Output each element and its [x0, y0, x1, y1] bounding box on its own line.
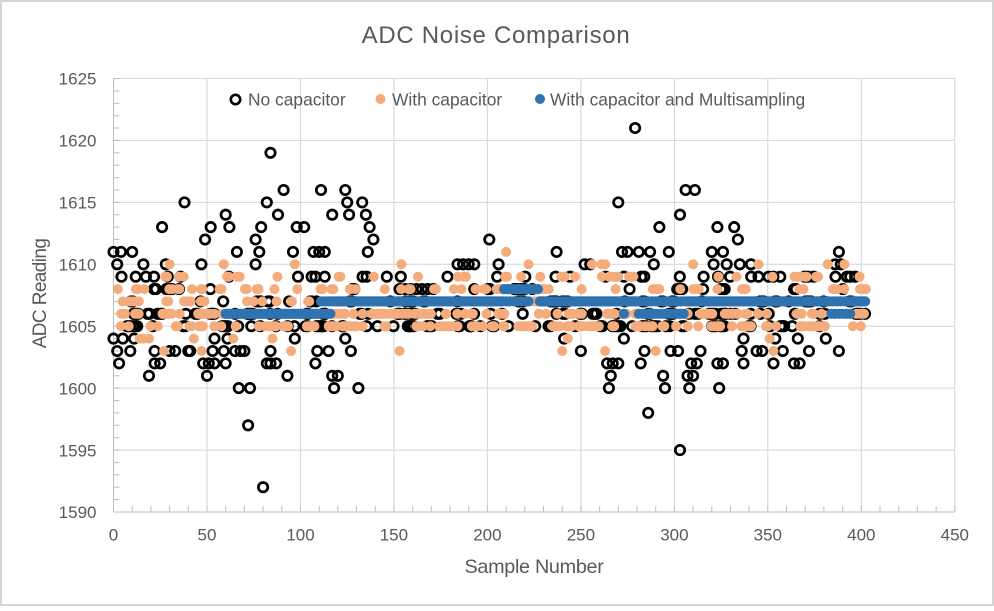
svg-text:With capacitor: With capacitor: [392, 90, 502, 110]
svg-text:ADC Noise Comparison: ADC Noise Comparison: [362, 22, 631, 49]
svg-text:1605: 1605: [59, 317, 97, 336]
svg-text:300: 300: [660, 526, 688, 545]
svg-text:ADC Reading: ADC Reading: [30, 239, 51, 349]
svg-text:350: 350: [754, 526, 782, 545]
svg-text:No capacitor: No capacitor: [248, 90, 346, 110]
svg-text:With capacitor and Multisampli: With capacitor and Multisampling: [550, 90, 805, 110]
svg-text:200: 200: [473, 526, 501, 545]
svg-text:1600: 1600: [59, 379, 97, 398]
svg-text:0: 0: [109, 526, 118, 545]
svg-text:400: 400: [847, 526, 875, 545]
svg-text:1620: 1620: [59, 132, 97, 151]
svg-text:1590: 1590: [59, 503, 97, 522]
svg-text:50: 50: [198, 526, 217, 545]
svg-text:1625: 1625: [59, 70, 97, 89]
svg-text:150: 150: [380, 526, 408, 545]
svg-text:Sample Number: Sample Number: [464, 556, 604, 578]
svg-text:100: 100: [286, 526, 314, 545]
svg-text:1615: 1615: [59, 194, 97, 213]
svg-text:1595: 1595: [59, 441, 97, 460]
svg-text:250: 250: [567, 526, 595, 545]
svg-text:450: 450: [941, 526, 969, 545]
svg-text:1610: 1610: [59, 256, 97, 275]
